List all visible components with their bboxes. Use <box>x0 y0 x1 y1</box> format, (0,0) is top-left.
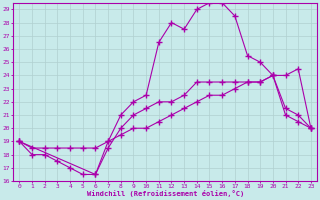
X-axis label: Windchill (Refroidissement éolien,°C): Windchill (Refroidissement éolien,°C) <box>86 190 244 197</box>
